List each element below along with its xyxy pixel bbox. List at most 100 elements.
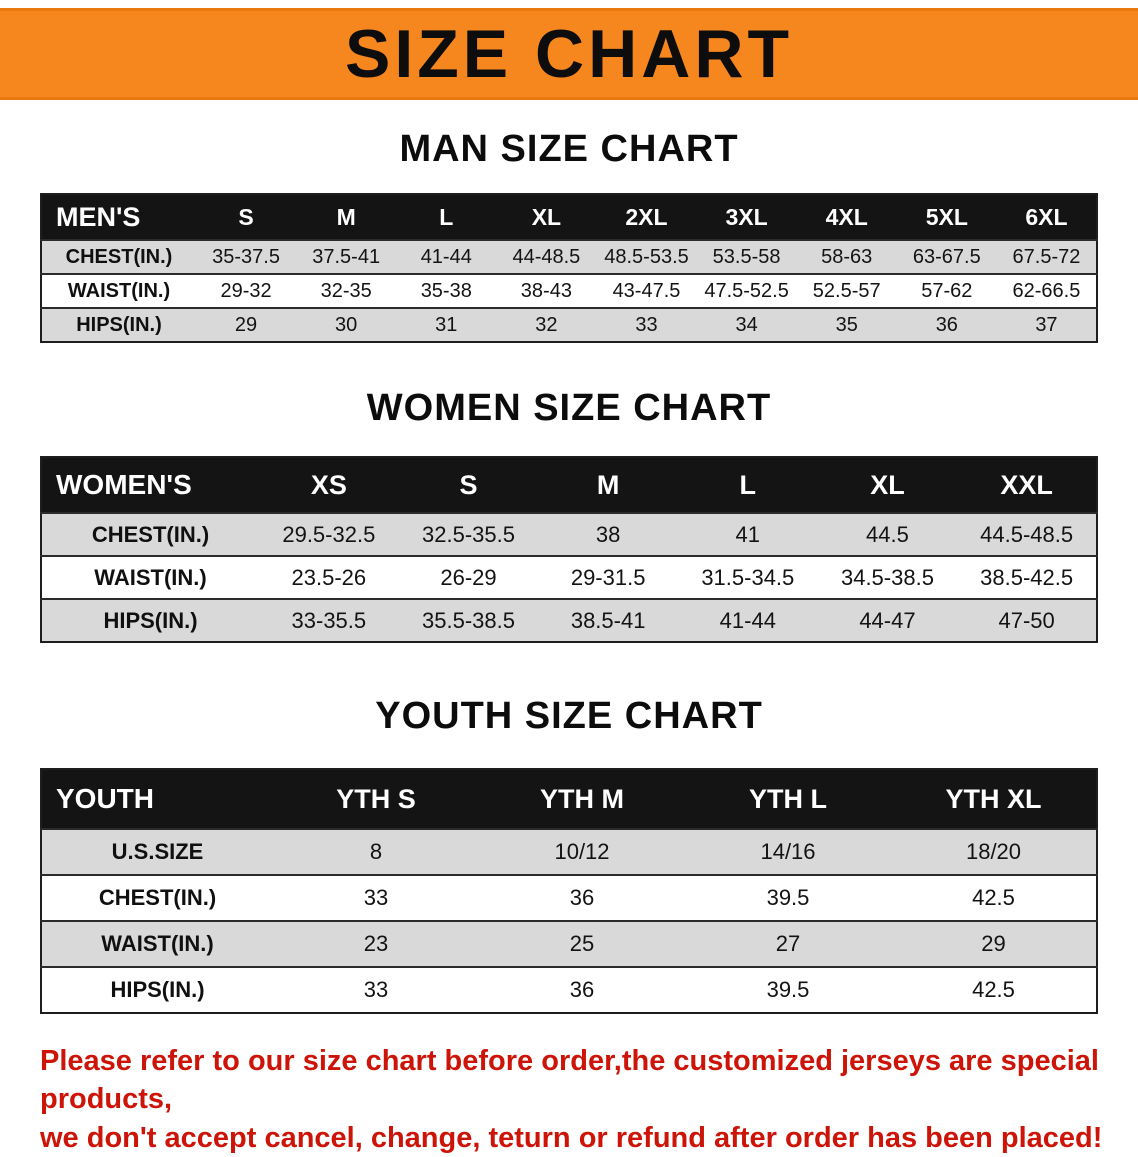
column-header: XXL	[957, 457, 1097, 513]
size-value-cell: 8	[369, 839, 383, 864]
size-value-cell: 25	[569, 931, 595, 956]
size-value-cell: 31	[435, 313, 458, 336]
size-value-cell: 32-35	[320, 279, 372, 302]
table-row: WAIST(IN.) 29-32 32-35 35-38 38-43 43-47.5 47.…	[41, 274, 1097, 308]
size-value-cell: 41-44	[719, 607, 776, 633]
size-value-cell: 33-35.5	[291, 607, 367, 633]
size-value-cell: 31.5-34.5	[701, 564, 795, 590]
size-value-cell: 36	[569, 977, 595, 1002]
column-header: S	[196, 194, 297, 240]
size-value-cell: 33	[635, 313, 658, 336]
table-corner-label: MEN'S	[41, 194, 196, 240]
table-header-row: WOMEN'S XS S M L XL XXL	[41, 457, 1097, 513]
size-value-cell: 37.5-41	[312, 245, 381, 268]
size-value-cell: 62-66.5	[1012, 279, 1081, 302]
size-value-cell: 29-31.5	[570, 564, 646, 590]
size-value-cell: 39.5	[766, 977, 810, 1002]
size-value-cell: 44-47	[859, 607, 916, 633]
size-value-cell: 58-63	[821, 245, 873, 268]
size-value-cell: 38	[595, 521, 621, 547]
size-value-cell: 47-50	[998, 607, 1055, 633]
column-header: L	[396, 194, 497, 240]
size-value-cell: 23	[363, 931, 389, 956]
size-value-cell: 33	[363, 977, 389, 1002]
size-value-cell: 67.5-72	[1012, 245, 1081, 268]
notice-line-2: we don't accept cancel, change, teturn o…	[40, 1121, 1103, 1154]
column-header: XS	[259, 457, 399, 513]
size-value-cell: 32	[535, 313, 558, 336]
size-value-cell: 30	[335, 313, 358, 336]
table-header-row: YOUTH YTH S YTH M YTH L YTH XL	[41, 769, 1097, 829]
size-value-cell: 29	[234, 313, 258, 336]
size-value-cell: 14/16	[760, 839, 816, 864]
size-value-cell: 52.5-57	[812, 279, 881, 302]
table-row: WAIST(IN.) 23 25 27 29	[41, 921, 1097, 967]
row-label: CHEST(IN.)	[65, 245, 173, 268]
page-title: SIZE CHART	[345, 16, 793, 92]
size-value-cell: 29.5-32.5	[282, 521, 376, 547]
youth-size-table: YOUTH YTH S YTH M YTH L YTH XL U.S.SIZE 8 10/12…	[40, 768, 1098, 1014]
row-label: HIPS(IN.)	[110, 977, 205, 1002]
column-header: 2XL	[596, 194, 697, 240]
banner: SIZE CHART	[0, 8, 1138, 100]
size-chart-page: SIZE CHART MAN SIZE CHART MEN'S S M L XL 2XL 3…	[0, 8, 1138, 1157]
women-section: WOMEN SIZE CHART WOMEN'S XS S M L XL XXL CHEST(…	[0, 387, 1138, 643]
size-value-cell: 38-43	[520, 279, 572, 302]
column-header: M	[296, 194, 397, 240]
table-corner-label: WOMEN'S	[41, 457, 259, 513]
table-header-row: MEN'S S M L XL 2XL 3XL 4XL 5XL 6XL	[41, 194, 1097, 240]
size-value-cell: 38.5-42.5	[980, 564, 1074, 590]
table-row: HIPS(IN.) 33-35.5 35.5-38.5 38.5-41 41-44 44-…	[41, 599, 1097, 642]
size-value-cell: 37	[1035, 313, 1058, 336]
size-value-cell: 27	[775, 931, 801, 956]
row-label: HIPS(IN.)	[76, 313, 162, 336]
column-header: XL	[817, 457, 958, 513]
men-size-table: MEN'S S M L XL 2XL 3XL 4XL 5XL 6XL CHEST(IN.) 35-37…	[40, 193, 1098, 343]
women-section-title: WOMEN SIZE CHART	[366, 387, 772, 429]
size-value-cell: 18/20	[965, 839, 1022, 864]
size-value-cell: 57-62	[921, 279, 973, 302]
men-section: MAN SIZE CHART MEN'S S M L XL 2XL 3XL 4XL 5XL 6XL…	[0, 128, 1138, 343]
size-value-cell: 41-44	[420, 245, 472, 268]
size-value-cell: 35-38	[420, 279, 472, 302]
column-header: 5XL	[896, 194, 997, 240]
table-row: U.S.SIZE 8 10/12 14/16 18/20	[41, 829, 1097, 875]
table-row: WAIST(IN.) 23.5-26 26-29 29-31.5 31.5-34.5 34…	[41, 556, 1097, 599]
notice-line-1: Please refer to our size chart before or…	[40, 1045, 1099, 1116]
size-value-cell: 35.5-38.5	[422, 607, 515, 633]
size-value-cell: 29	[981, 931, 1006, 956]
youth-section-title: YOUTH SIZE CHART	[375, 695, 763, 737]
row-label: CHEST(IN.)	[98, 885, 217, 910]
row-label: WAIST(IN.)	[67, 279, 171, 302]
size-value-cell: 33	[363, 885, 389, 910]
size-value-cell: 41	[735, 521, 761, 547]
size-value-cell: 35-37.5	[212, 245, 280, 268]
size-value-cell: 36	[935, 313, 958, 336]
column-header: YTH L	[685, 769, 891, 829]
size-value-cell: 44-48.5	[512, 245, 581, 268]
women-size-table: WOMEN'S XS S M L XL XXL CHEST(IN.) 29.5-32.5 32.5…	[40, 456, 1098, 643]
column-header: 3XL	[696, 194, 797, 240]
column-header: XL	[496, 194, 597, 240]
column-header: YTH XL	[891, 769, 1097, 829]
youth-section: YOUTH SIZE CHART YOUTH YTH S YTH M YTH L YTH…	[0, 695, 1138, 1014]
size-value-cell: 32.5-35.5	[422, 521, 515, 547]
size-value-cell: 23.5-26	[291, 564, 367, 590]
table-row: CHEST(IN.) 35-37.5 37.5-41 41-44 44-48.5 48.5…	[41, 240, 1097, 274]
table-corner-label: YOUTH	[41, 769, 273, 829]
row-label: WAIST(IN.)	[94, 564, 207, 590]
table-row: HIPS(IN.) 33 36 39.5 42.5	[41, 967, 1097, 1013]
size-value-cell: 48.5-53.5	[604, 245, 689, 268]
column-header: YTH M	[479, 769, 685, 829]
size-value-cell: 35	[835, 313, 858, 336]
size-value-cell: 53.5-58	[712, 245, 781, 268]
column-header: 6XL	[996, 194, 1097, 240]
size-value-cell: 39.5	[766, 885, 810, 910]
men-section-title: MAN SIZE CHART	[399, 128, 739, 170]
row-label: HIPS(IN.)	[103, 607, 198, 633]
row-label: WAIST(IN.)	[101, 931, 214, 956]
size-value-cell: 42.5	[972, 885, 1015, 910]
size-value-cell: 44.5	[866, 521, 909, 547]
column-header: YTH S	[273, 769, 479, 829]
column-header: L	[677, 457, 818, 513]
